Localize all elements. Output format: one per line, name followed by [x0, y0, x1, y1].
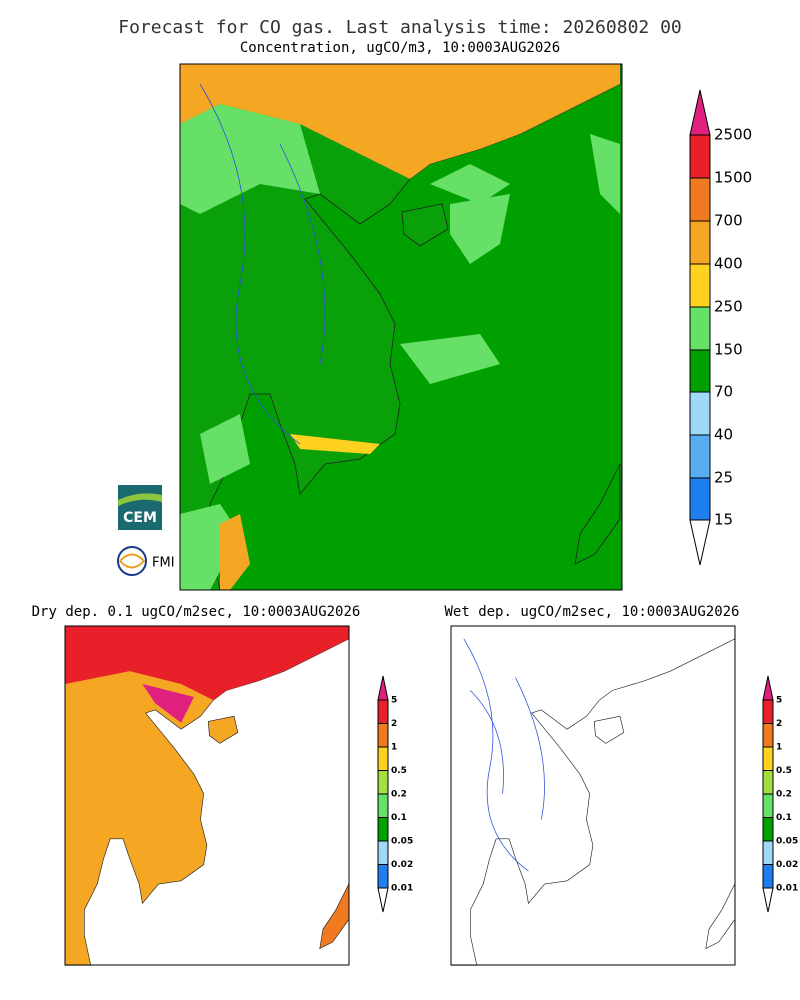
cbar-top — [762, 675, 774, 701]
cbar-label: 2 — [776, 719, 782, 729]
cbar-box — [377, 817, 389, 842]
cbar-box — [762, 770, 774, 795]
main-colorbar — [689, 89, 711, 566]
legend-label: 15 — [714, 511, 733, 529]
cbar-box — [762, 840, 774, 865]
cbar-box — [377, 699, 389, 724]
cbar-label: 5 — [776, 696, 782, 706]
fmi-text: FMI — [152, 556, 175, 571]
dry-frame — [64, 625, 350, 966]
cbar-label: 0.2 — [391, 790, 407, 800]
cbar-box — [377, 746, 389, 771]
dry-title: Dry dep. 0.1 ugCO/m2sec, 10:0003AUG2026 — [32, 604, 361, 620]
cbar-label: 0.02 — [391, 860, 413, 870]
cem-text: CEM — [123, 510, 157, 526]
title: Forecast for CO gas. Last analysis time:… — [118, 17, 682, 38]
cbar-label: 0.05 — [391, 837, 413, 847]
wet-map — [450, 625, 736, 966]
cbar-top — [377, 675, 389, 701]
cbar-box — [762, 699, 774, 724]
cbar-box — [377, 840, 389, 865]
cbar-box — [762, 817, 774, 842]
cbar-label: 2 — [391, 719, 397, 729]
subtitle: Concentration, ugCO/m3, 10:0003AUG2026 — [240, 40, 560, 56]
cbar-label: 0.01 — [391, 884, 413, 894]
cbar-label: 1 — [776, 743, 782, 753]
cbar-label: 1 — [391, 743, 397, 753]
legend-label: 400 — [714, 255, 743, 273]
cbar-label: 0.01 — [776, 884, 798, 894]
cbar-label: 0.1 — [391, 813, 407, 823]
cbar-label: 0.2 — [776, 790, 792, 800]
fmi-logo: FMI — [117, 546, 175, 576]
dry-map — [64, 625, 350, 966]
main-map — [179, 63, 623, 591]
legend-label: 700 — [714, 212, 743, 230]
legend-label: 1500 — [714, 169, 752, 187]
cbar-label: 0.5 — [391, 766, 407, 776]
legend-label: 150 — [714, 341, 743, 359]
wet-frame — [450, 625, 736, 966]
legend-label: 2500 — [714, 126, 752, 144]
dry-colorbar: 5 2 1 0.5 0.2 0.1 0.05 0.02 0.01 — [377, 675, 413, 913]
cbar-box — [377, 770, 389, 795]
legend-label: 70 — [714, 383, 733, 401]
wet-title: Wet dep. ugCO/m2sec, 10:0003AUG2026 — [444, 604, 739, 620]
cbar-label: 0.05 — [776, 837, 798, 847]
cbar-label: 5 — [391, 696, 397, 706]
cbar-label: 0.1 — [776, 813, 792, 823]
cbar-box — [762, 793, 774, 818]
cbar-box — [762, 746, 774, 771]
legend-label: 250 — [714, 298, 743, 316]
cbar-box — [762, 723, 774, 748]
cbar-box — [377, 793, 389, 818]
legend-label: 25 — [714, 469, 733, 487]
wet-colorbar: 5 2 1 0.5 0.2 0.1 0.05 0.02 0.01 — [762, 675, 798, 913]
cbar-box — [377, 723, 389, 748]
cbar-label: 0.5 — [776, 766, 792, 776]
cbar-bottom — [762, 887, 774, 913]
cbar-label: 0.02 — [776, 860, 798, 870]
cbar-box — [377, 864, 389, 889]
legend-label: 40 — [714, 426, 733, 444]
cbar-box — [762, 864, 774, 889]
cbar-bottom — [377, 887, 389, 913]
cem-logo: CEM — [118, 485, 162, 530]
